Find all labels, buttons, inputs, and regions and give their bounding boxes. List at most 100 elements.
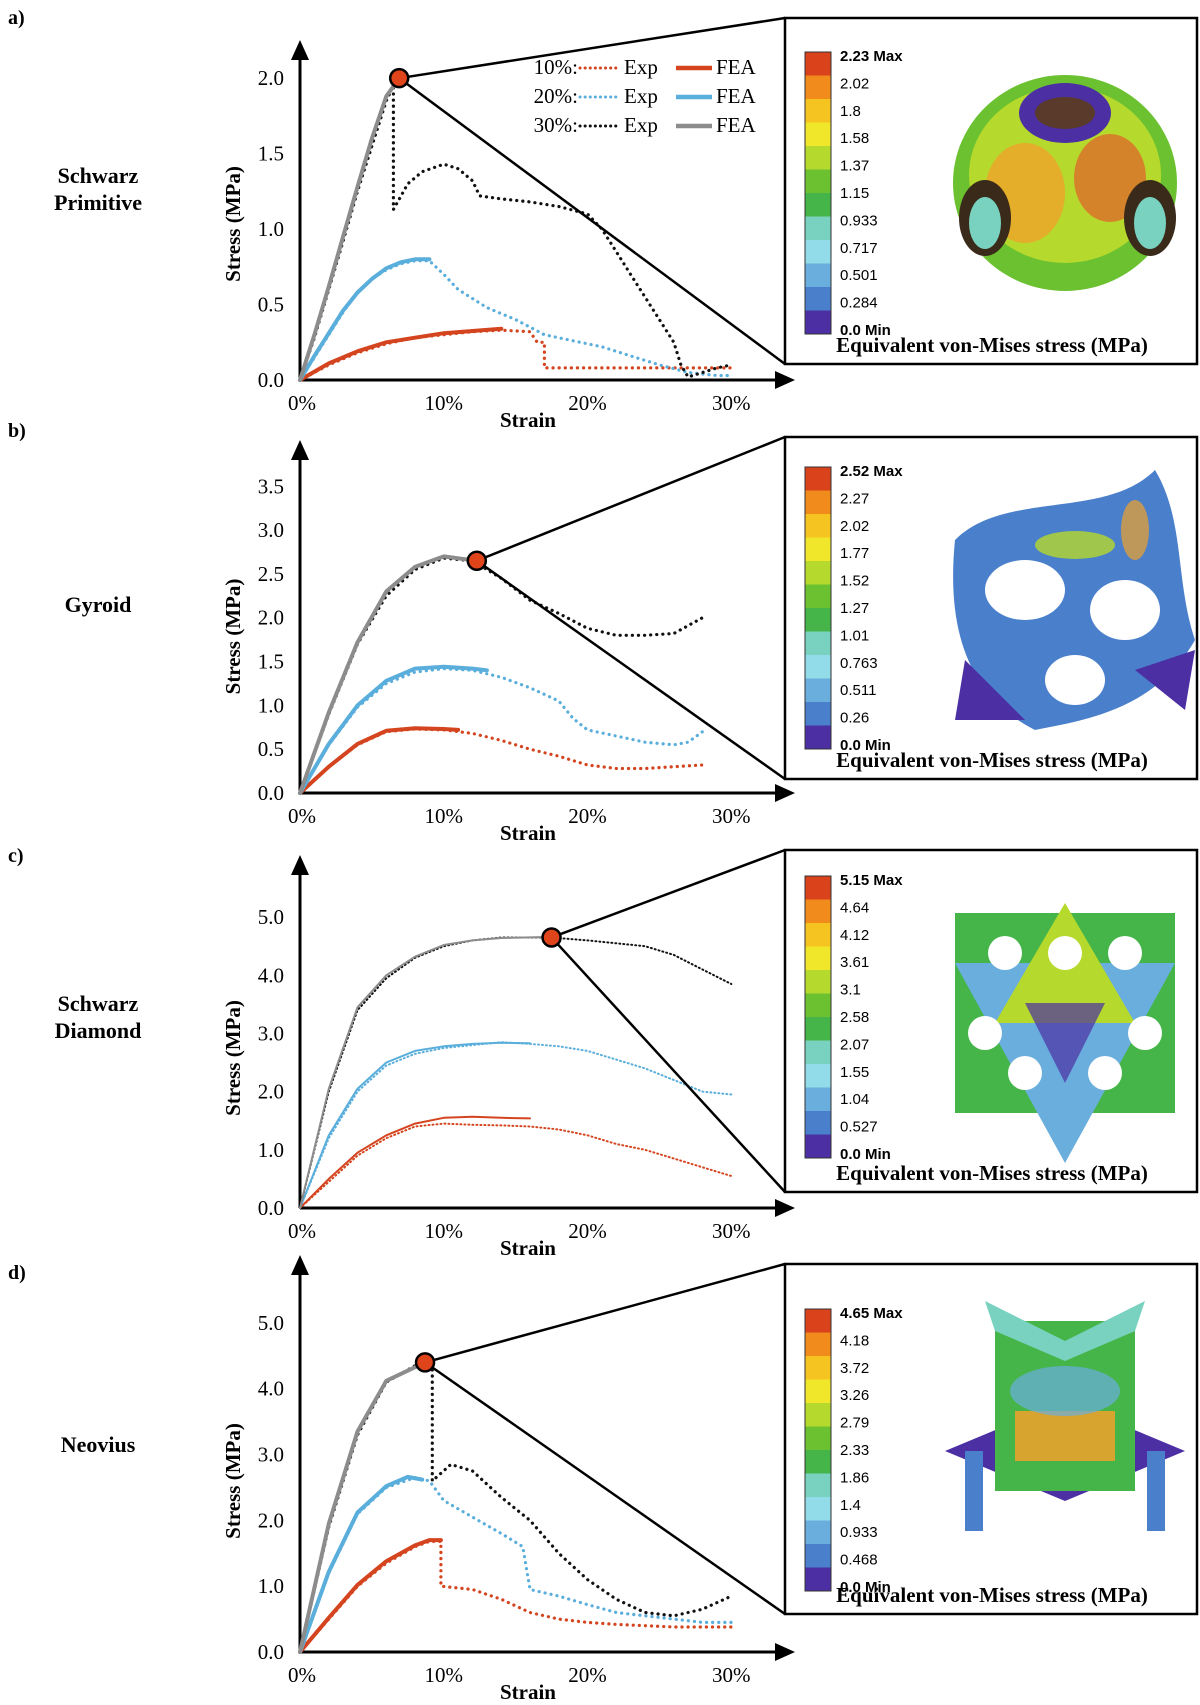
- stress-contour-render: [945, 1301, 1185, 1531]
- y-tick-label: 0.5: [258, 737, 284, 761]
- series-10-exp: [299, 1122, 733, 1209]
- legend: 10%: Exp FEA 20%: Exp FEA 30%: Exp FEA: [534, 55, 757, 137]
- colorbar-segment: [805, 584, 831, 608]
- x-tick-label: 20%: [568, 804, 607, 828]
- x-axis-arrow: [775, 784, 795, 802]
- colorbar-segment: [805, 993, 831, 1017]
- colorbar-segment: [805, 1567, 831, 1591]
- colorbar-label: 4.18: [840, 1332, 869, 1349]
- colorbar-segment: [805, 467, 831, 491]
- series-20-fea: [299, 1041, 531, 1209]
- legend-exp-label: Exp: [624, 113, 658, 137]
- x-axis-title: Strain: [500, 1680, 556, 1704]
- y-tick-label: 0.0: [258, 1196, 284, 1220]
- max-stress-marker: [466, 550, 488, 572]
- colorbar-segment: [805, 608, 831, 632]
- y-tick-label: 1.5: [258, 650, 284, 674]
- colorbar-label: 0.763: [840, 655, 878, 672]
- colorbar-label: 2.52 Max: [840, 463, 903, 480]
- y-axis-title: Stress (MPa): [221, 1423, 245, 1539]
- x-tick-label: 10%: [425, 1663, 464, 1687]
- series-10-fea: [298, 1538, 443, 1654]
- colorbar-label: 0.468: [840, 1552, 878, 1569]
- colorbar-segment: [805, 287, 831, 311]
- row-label: Diamond: [55, 1018, 142, 1043]
- colorbar-segment: [805, 1450, 831, 1474]
- y-tick-label: 1.0: [258, 1574, 284, 1598]
- colorbar-segment: [805, 1064, 831, 1088]
- y-tick-label: 3.5: [258, 474, 284, 498]
- colorbar-segment: [805, 970, 831, 994]
- legend-series-label: 30%:: [534, 113, 578, 137]
- y-tick-label: 5.0: [258, 1311, 284, 1335]
- colorbar-label: 1.58: [840, 130, 869, 147]
- y-tick-label: 1.5: [258, 142, 284, 166]
- row-label: Schwarz: [58, 991, 139, 1016]
- callout-line-top: [551, 848, 786, 939]
- colorbar-segment: [805, 75, 831, 99]
- y-tick-label: 3.0: [258, 1443, 284, 1467]
- colorbar-segment: [805, 1473, 831, 1497]
- y-tick-label: 3.0: [258, 1021, 284, 1045]
- callout-line-bottom: [476, 559, 786, 781]
- colorbar-label: 5.15 Max: [840, 872, 903, 889]
- stress-contour-render: [953, 75, 1177, 291]
- y-tick-label: 0.0: [258, 368, 284, 392]
- colorbar-label: 0.527: [840, 1119, 878, 1136]
- colorbar-label: 3.61: [840, 954, 869, 971]
- colorbar-label: 3.72: [840, 1360, 869, 1377]
- colorbar-label: 1.55: [840, 1064, 869, 1081]
- colorbar-segment: [805, 1111, 831, 1135]
- x-axis-arrow: [775, 371, 795, 389]
- colorbar-label: 0.717: [840, 240, 878, 257]
- colorbar-label: 2.27: [840, 490, 869, 507]
- max-stress-marker: [414, 1352, 436, 1373]
- y-tick-label: 2.5: [258, 562, 284, 586]
- series-10-exp: [298, 1539, 733, 1654]
- stress-contour-render: [955, 903, 1175, 1163]
- series-30-exp: [299, 936, 733, 1209]
- y-axis-arrow: [291, 855, 309, 875]
- colorbar-segment: [805, 490, 831, 514]
- panel-letter: c): [8, 845, 24, 867]
- x-axis-arrow: [775, 1199, 795, 1217]
- legend-exp-label: Exp: [624, 55, 658, 79]
- colorbar-outline: [804, 51, 832, 335]
- colorbar-outline: [804, 466, 832, 750]
- y-tick-label: 2.0: [258, 606, 284, 630]
- colorbar-label: 1.37: [840, 158, 869, 175]
- colorbar-segment: [805, 216, 831, 240]
- colorbar-label: 0.0 Min: [840, 322, 891, 339]
- y-tick-label: 0.0: [258, 1640, 284, 1664]
- series-10-fea: [299, 1115, 531, 1209]
- y-tick-label: 1.0: [258, 693, 284, 717]
- contour-caption: Equivalent von-Mises stress (MPa): [836, 748, 1148, 772]
- contour-caption: Equivalent von-Mises stress (MPa): [836, 1161, 1148, 1185]
- callout-line-top: [398, 16, 786, 80]
- colorbar-segment: [805, 946, 831, 970]
- series-10-fea: [298, 726, 461, 795]
- colorbar-segment: [805, 1426, 831, 1450]
- x-tick-label: 30%: [712, 391, 751, 415]
- x-tick-label: 0%: [288, 1663, 316, 1687]
- colorbar-segment: [805, 514, 831, 538]
- colorbar-segment: [805, 537, 831, 561]
- colorbar-segment: [805, 1134, 831, 1158]
- colorbar-segment: [805, 169, 831, 193]
- y-tick-label: 2.0: [258, 1508, 284, 1532]
- colorbar-segment: [805, 923, 831, 947]
- y-tick-label: 3.0: [258, 518, 284, 542]
- colorbar-label: 2.23 Max: [840, 48, 903, 65]
- y-axis-title: Stress (MPa): [221, 1000, 245, 1116]
- max-stress-marker: [388, 67, 410, 89]
- x-axis-arrow: [775, 1643, 795, 1661]
- y-tick-label: 1.0: [258, 1138, 284, 1162]
- colorbar-segment: [805, 310, 831, 334]
- colorbar-label: 2.33: [840, 1442, 869, 1459]
- colorbar-segment: [805, 1309, 831, 1333]
- x-tick-label: 20%: [568, 1219, 607, 1243]
- colorbar-label: 1.8: [840, 103, 861, 120]
- colorbar-label: 0.0 Min: [840, 737, 891, 754]
- colorbar-segment: [805, 725, 831, 749]
